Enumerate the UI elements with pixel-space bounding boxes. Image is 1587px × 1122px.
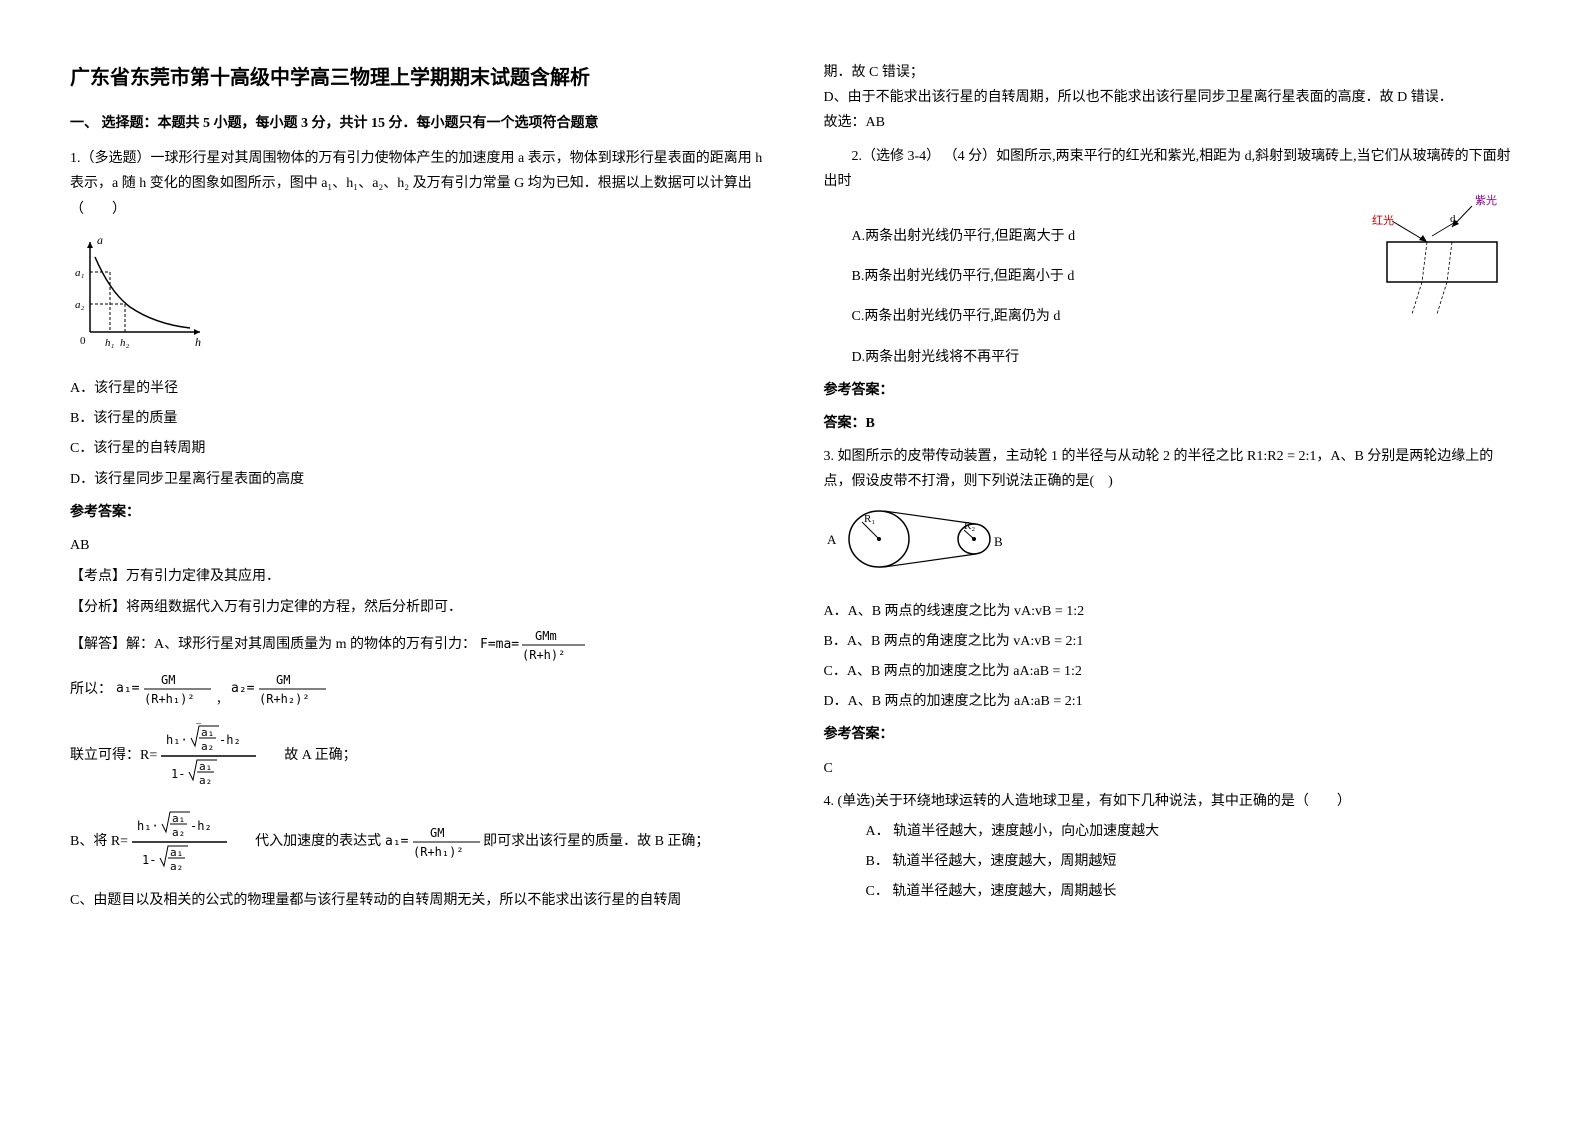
q3-diagram: A R₁ R₂ B <box>824 504 1024 574</box>
q1-optB: B．该行星的质量 <box>70 406 764 431</box>
q4-text: 4. (单选)关于环绕地球运转的人造地球卫星，有如下几种说法，其中正确的是（ ） <box>824 789 1518 814</box>
svg-text:GMm: GMm <box>535 629 557 643</box>
svg-text:h₁·: h₁· <box>166 733 188 747</box>
svg-text:a₁: a₁ <box>201 726 214 739</box>
q2-answer-label: 参考答案： <box>824 378 1518 403</box>
q1-cont1: 期．故 C 错误； <box>824 60 1518 85</box>
svg-text:GM: GM <box>430 826 444 840</box>
graph-h2-label: h₂ <box>120 337 130 349</box>
q1-analysis6: B、将 R= h₁· a₁ a₂ -h₂ 1- a₁ a₂ 代入加速度的表达式 … <box>70 802 764 882</box>
q1-graph: a a₁ a₂ 0 h₁ h₂ h <box>70 232 210 352</box>
purple-light-label: 紫光 <box>1475 194 1497 207</box>
svg-text:a₂=: a₂= <box>231 681 255 696</box>
svg-text:(R+h)²: (R+h)² <box>522 648 565 662</box>
q3-answer-label: 参考答案： <box>824 722 1518 747</box>
q1-analysis7: C、由题目以及相关的公式的物理量都与该行星转动的自转周期无关，所以不能求出该行星… <box>70 888 764 913</box>
svg-text:a₂: a₂ <box>199 774 212 787</box>
svg-text:a₂: a₂ <box>172 826 185 839</box>
q1-optD: D．该行星同步卫星离行星表面的高度 <box>70 467 764 492</box>
svg-text:a₁: a₁ <box>199 760 212 773</box>
question-4: 4. (单选)关于环绕地球运转的人造地球卫星，有如下几种说法，其中正确的是（ ）… <box>824 789 1518 905</box>
right-column: 期．故 C 错误； D、由于不能求出该行星的自转周期，所以也不能求出该行星同步卫… <box>794 60 1548 1062</box>
svg-text:a₂: a₂ <box>201 740 214 753</box>
graph-h-label: h <box>195 335 201 349</box>
graph-a2-label: a₂ <box>75 299 85 311</box>
svg-text:GM: GM <box>161 673 175 687</box>
svg-text:1-: 1- <box>171 767 185 781</box>
svg-text:GM: GM <box>276 673 290 687</box>
q1-analysis4: 所以： a₁= GM (R+h₁)² ， a₂= GM (R+h₂)² <box>70 670 764 710</box>
formula-2: a₁= GM (R+h₁)² ， a₂= GM (R+h₂)² <box>116 670 376 710</box>
svg-text:a₁: a₁ <box>170 846 183 859</box>
svg-text:(R+h₁)²: (R+h₁)² <box>144 692 195 706</box>
belt-A: A <box>827 532 837 547</box>
svg-text:(R+h₂)²: (R+h₂)² <box>259 692 310 706</box>
q3-answer: C <box>824 756 1518 781</box>
q1-analysis5: 联立可得：R= h₁· ─ a₁ a₂ -h₂ 1- a₁ a₂ 故 A 正确； <box>70 716 764 796</box>
svg-text:a₁=: a₁= <box>116 681 140 696</box>
q2-optD: D.两条出射光线将不再平行 <box>824 345 1518 370</box>
svg-text:a₂: a₂ <box>170 860 183 873</box>
graph-a-label: a <box>97 233 103 247</box>
q1-cont3: 故选：AB <box>824 110 1518 135</box>
belt-R1: R₁ <box>864 513 875 525</box>
q3-text: 3. 如图所示的皮带传动装置，主动轮 1 的半径与从动轮 2 的半径之比 R1:… <box>824 444 1518 494</box>
q1-text: 1.（多选题）一球形行星对其周围物体的万有引力使物体产生的加速度用 a 表示，物… <box>70 146 764 222</box>
q1-optC: C．该行星的自转周期 <box>70 436 764 461</box>
question-1: 1.（多选题）一球形行星对其周围物体的万有引力使物体产生的加速度用 a 表示，物… <box>70 146 764 913</box>
svg-text:，: ， <box>216 692 228 706</box>
svg-text:-h₂: -h₂ <box>190 819 212 833</box>
q1-answer-label: 参考答案： <box>70 500 764 525</box>
section-header: 一、 选择题：本题共 5 小题，每小题 3 分，共计 15 分．每小题只有一个选… <box>70 111 764 136</box>
svg-text:a₁=: a₁= <box>385 834 409 849</box>
svg-text:1-: 1- <box>142 853 156 867</box>
question-3: 3. 如图所示的皮带传动装置，主动轮 1 的半径与从动轮 2 的半径之比 R1:… <box>824 444 1518 781</box>
formula-3: h₁· ─ a₁ a₂ -h₂ 1- a₁ a₂ <box>161 716 281 796</box>
q1-cont2: D、由于不能求出该行星的自转周期，所以也不能求出该行星同步卫星离行星表面的高度．… <box>824 85 1518 110</box>
formula-5: a₁= GM (R+h₁)² <box>385 823 480 861</box>
q1-analysis2: 【分析】将两组数据代入万有引力定律的方程，然后分析即可． <box>70 595 764 620</box>
formula-1: F=ma= GMm (R+h)² <box>480 626 590 664</box>
graph-o-label: 0 <box>80 335 86 347</box>
graph-h1-label: h₁ <box>105 337 115 349</box>
svg-text:a₁: a₁ <box>172 812 185 825</box>
q1-analysis3: 【解答】解：A、球形行星对其周围质量为 m 的物体的万有引力： F=ma= GM… <box>70 626 764 664</box>
q1-answer: AB <box>70 533 764 558</box>
q1-optA: A．该行星的半径 <box>70 376 764 401</box>
svg-text:F=ma=: F=ma= <box>480 637 519 652</box>
q2-text: 2.（选修 3-4） （4 分）如图所示,两束平行的红光和紫光,相距为 d,斜射… <box>824 144 1518 194</box>
q1-analysis1: 【考点】万有引力定律及其应用． <box>70 564 764 589</box>
q4-optB: B． 轨道半径越大，速度越大，周期越短 <box>824 849 1518 874</box>
q3-optC: C．A、B 两点的加速度之比为 aA:aB = 1:2 <box>824 659 1518 684</box>
q2-diagram: 红光 紫光 d <box>1357 194 1517 324</box>
q4-optA: A． 轨道半径越大，速度越小，向心加速度越大 <box>824 819 1518 844</box>
q3-optB: B．A、B 两点的角速度之比为 vA:vB = 2:1 <box>824 629 1518 654</box>
left-column: 广东省东莞市第十高级中学高三物理上学期期末试题含解析 一、 选择题：本题共 5 … <box>40 60 794 1062</box>
graph-a1-label: a₁ <box>75 267 85 279</box>
q3-optA: A．A、B 两点的线速度之比为 vA:vB = 1:2 <box>824 599 1518 624</box>
page-title: 广东省东莞市第十高级中学高三物理上学期期末试题含解析 <box>70 60 764 96</box>
q2-answer: 答案：B <box>824 411 1518 436</box>
svg-text:h₁·: h₁· <box>137 819 159 833</box>
q3-optD: D．A、B 两点的加速度之比为 aA:aB = 2:1 <box>824 689 1518 714</box>
q4-optC: C． 轨道半径越大，速度越大，周期越长 <box>824 879 1518 904</box>
svg-text:-h₂: -h₂ <box>219 733 241 747</box>
belt-B: B <box>994 534 1003 549</box>
question-2: 2.（选修 3-4） （4 分）如图所示,两束平行的红光和紫光,相距为 d,斜射… <box>824 144 1518 437</box>
red-light-label: 红光 <box>1372 213 1394 227</box>
svg-text:(R+h₁)²: (R+h₁)² <box>413 845 464 859</box>
belt-R2: R₂ <box>964 520 975 532</box>
formula-4: h₁· a₁ a₂ -h₂ 1- a₁ a₂ <box>132 802 252 882</box>
